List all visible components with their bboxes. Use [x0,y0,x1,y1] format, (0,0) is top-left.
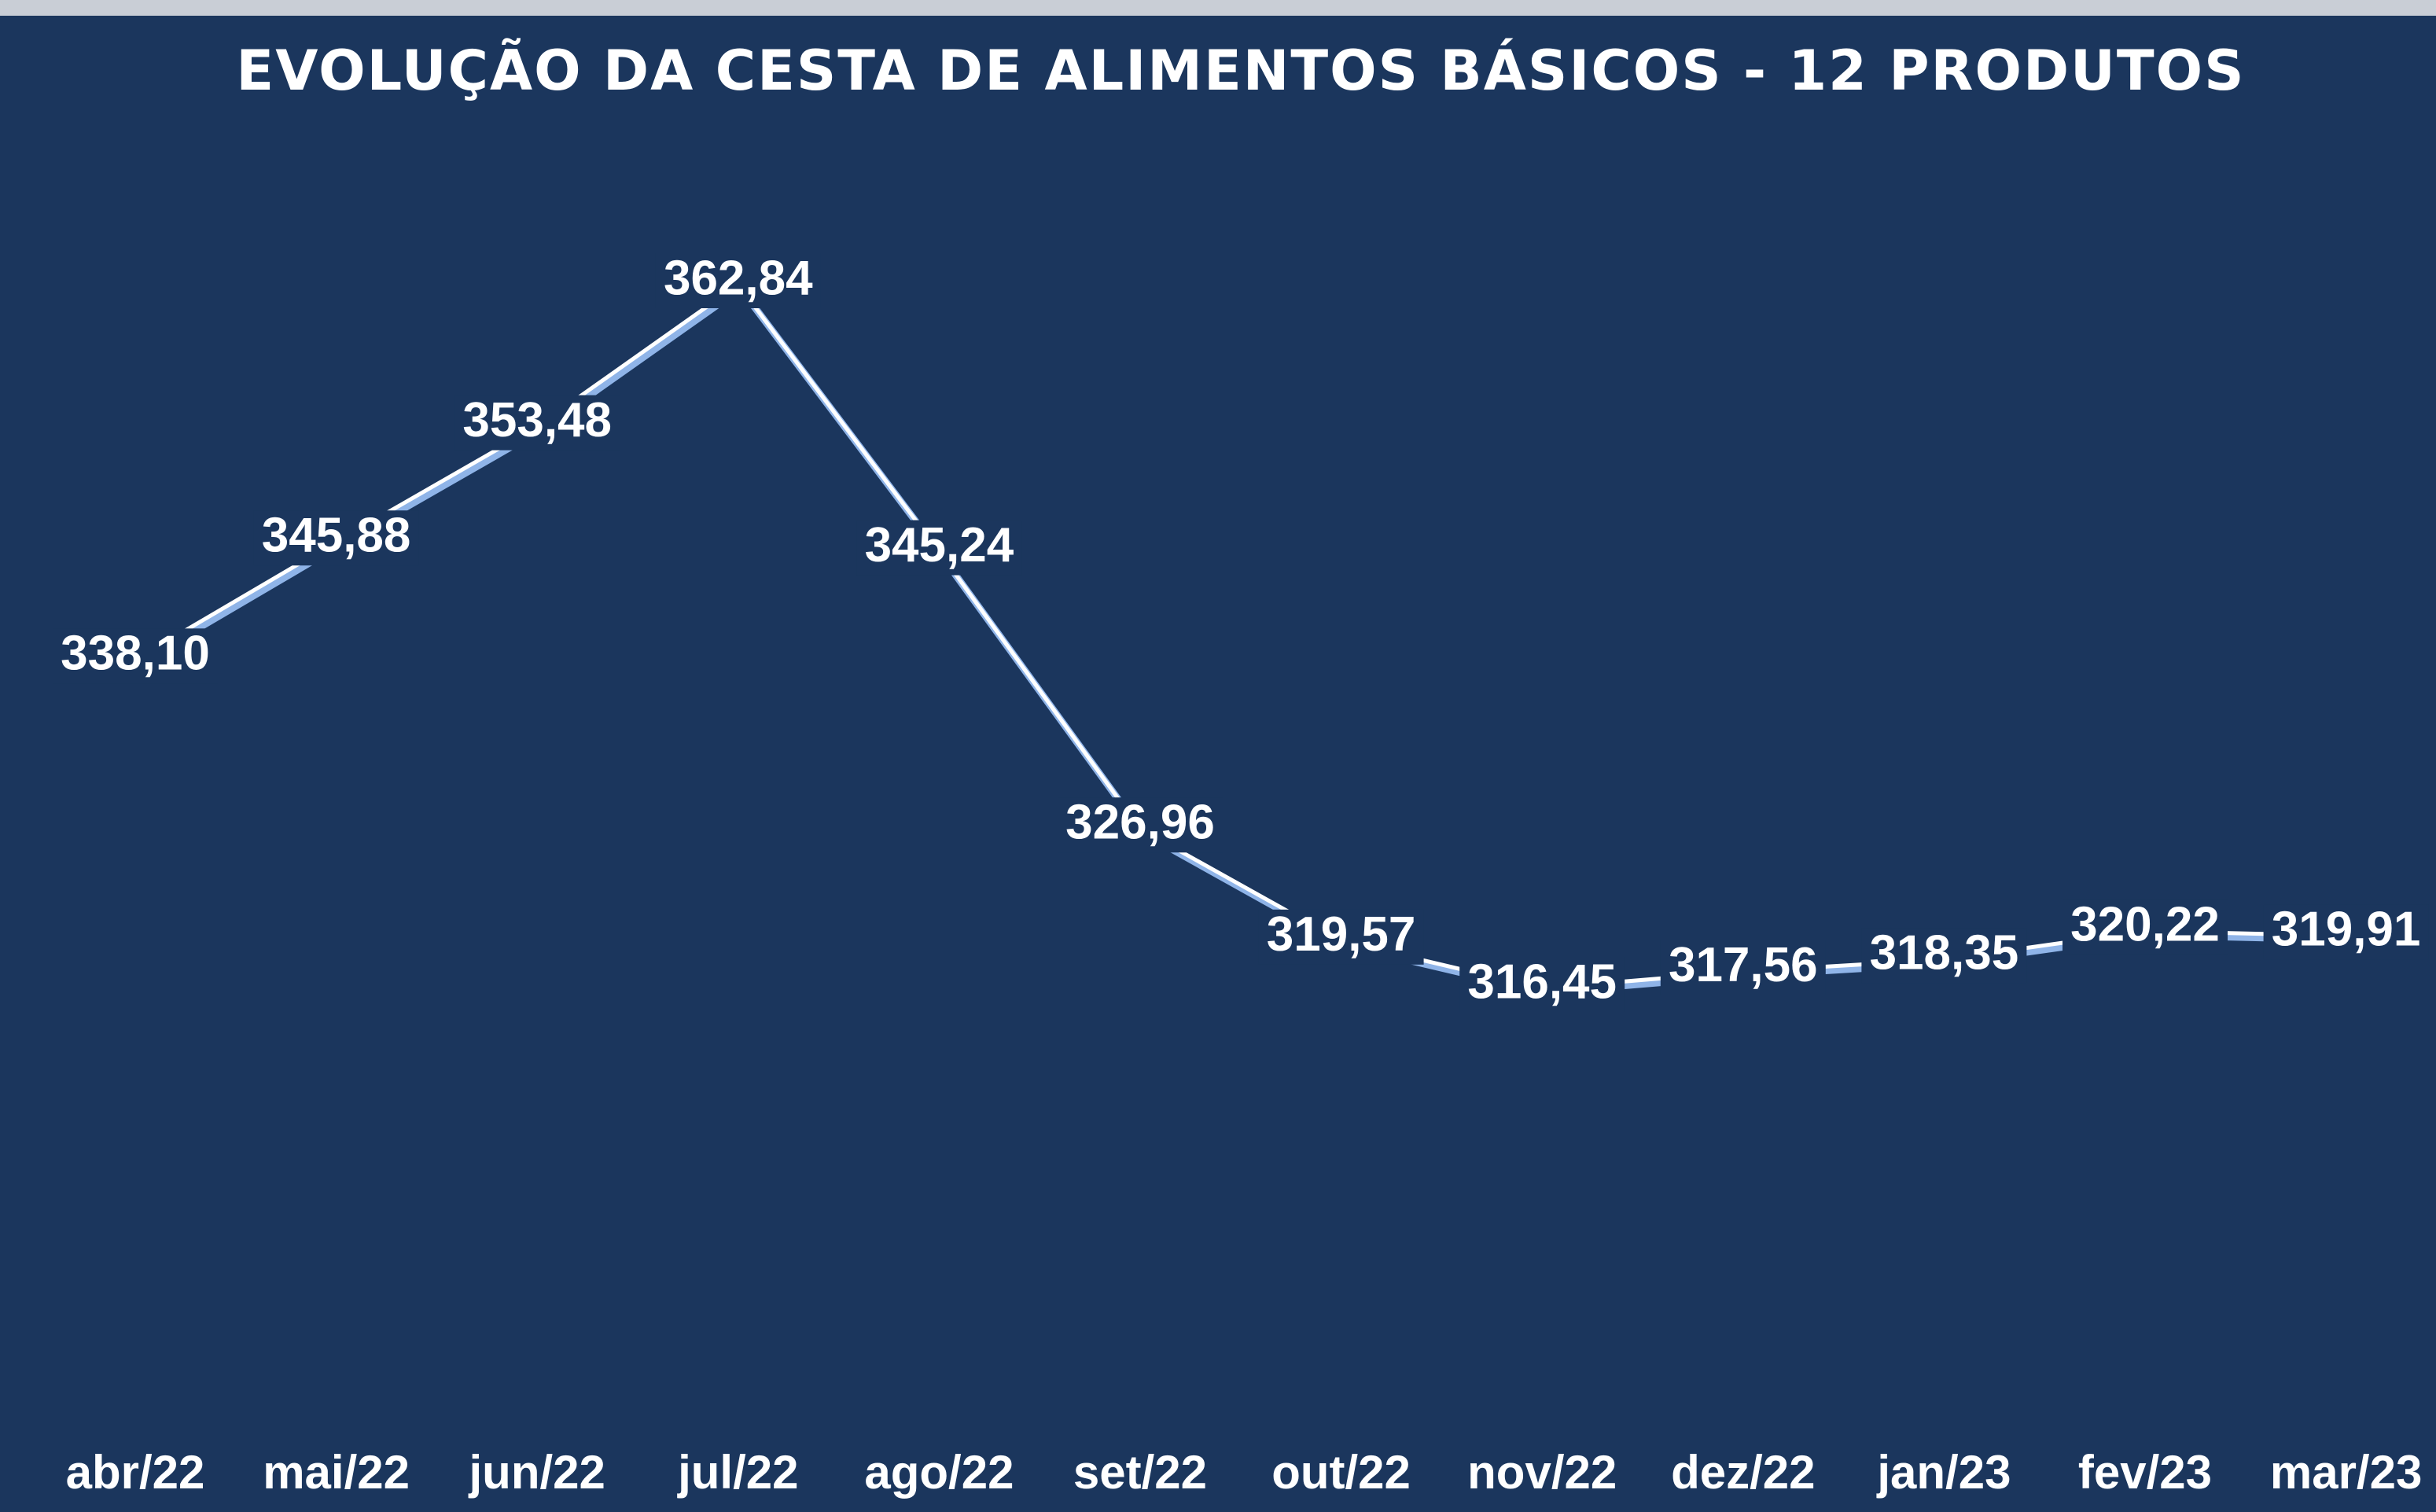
data-label: 362,84 [664,251,813,305]
x-tick-label: jun/22 [469,1446,605,1499]
x-tick-label: out/22 [1271,1446,1411,1499]
data-label: 326,96 [1065,796,1215,850]
label-background [1058,797,1223,853]
chart-title: EVOLUÇÃO DA CESTA DE ALIMENTOS BÁSICOS -… [236,39,2245,103]
x-tick-label: mar/23 [2270,1446,2422,1499]
x-tick-label: fev/23 [2078,1446,2212,1499]
label-background [655,253,821,308]
label-background [2063,899,2228,955]
label-background [1258,909,1424,965]
label-background [1660,940,1826,995]
label-background [454,395,620,451]
label-background [2263,904,2429,960]
label-background [1861,928,2027,984]
data-label: 345,24 [865,518,1014,572]
x-tick-label: jan/23 [1876,1446,2011,1499]
label-background [253,510,419,566]
label-background [856,520,1022,576]
data-label: 345,88 [262,509,411,563]
data-label: 320,22 [2070,898,2220,952]
x-tick-label: dez/22 [1671,1446,1815,1499]
data-label: 318,35 [1870,926,2019,980]
data-label: 316,45 [1467,955,1617,1009]
data-label: 317,56 [1669,938,1818,992]
label-background [1459,957,1625,1012]
x-tick-label: mai/22 [263,1446,410,1499]
data-label: 338,10 [61,627,210,681]
x-tick-label: nov/22 [1467,1446,1617,1499]
x-tick-label: abr/22 [66,1446,205,1499]
top-strip [0,0,2436,16]
data-label: 319,91 [2272,903,2421,957]
x-tick-label: ago/22 [864,1446,1014,1499]
x-tick-label: jul/22 [677,1446,798,1499]
data-label: 319,57 [1267,907,1416,962]
x-tick-label: set/22 [1073,1446,1207,1499]
label-background [53,628,218,684]
data-label: 353,48 [462,393,612,447]
